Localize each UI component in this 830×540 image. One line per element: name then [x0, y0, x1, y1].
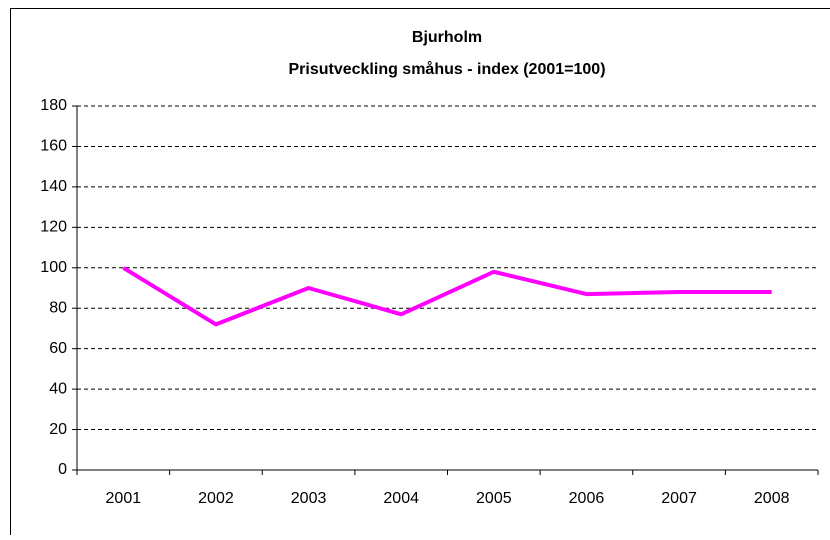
y-tick-label: 80: [49, 299, 67, 316]
x-tick-label: 2004: [383, 490, 419, 507]
y-tick-label: 40: [49, 380, 67, 397]
x-tick-label: 2005: [476, 490, 512, 507]
x-tick-label: 2007: [661, 490, 697, 507]
y-tick-label: 60: [49, 340, 67, 357]
chart-title: Bjurholm: [412, 29, 482, 46]
y-tick-label: 120: [40, 219, 67, 236]
x-tick-label: 2006: [569, 490, 605, 507]
chart-subtitle: Prisutveckling småhus - index (2001=100): [288, 60, 605, 78]
x-tick-label: 2003: [291, 490, 327, 507]
y-tick-label: 140: [40, 178, 67, 195]
y-tick-label: 0: [58, 461, 67, 478]
x-tick-label: 2008: [754, 490, 790, 507]
y-tick-label: 20: [49, 421, 67, 438]
x-tick-label: 2001: [106, 490, 142, 507]
y-tick-label: 100: [40, 259, 67, 276]
y-tick-label: 180: [40, 97, 67, 114]
y-tick-label: 160: [40, 138, 67, 155]
x-tick-label: 2002: [198, 490, 234, 507]
